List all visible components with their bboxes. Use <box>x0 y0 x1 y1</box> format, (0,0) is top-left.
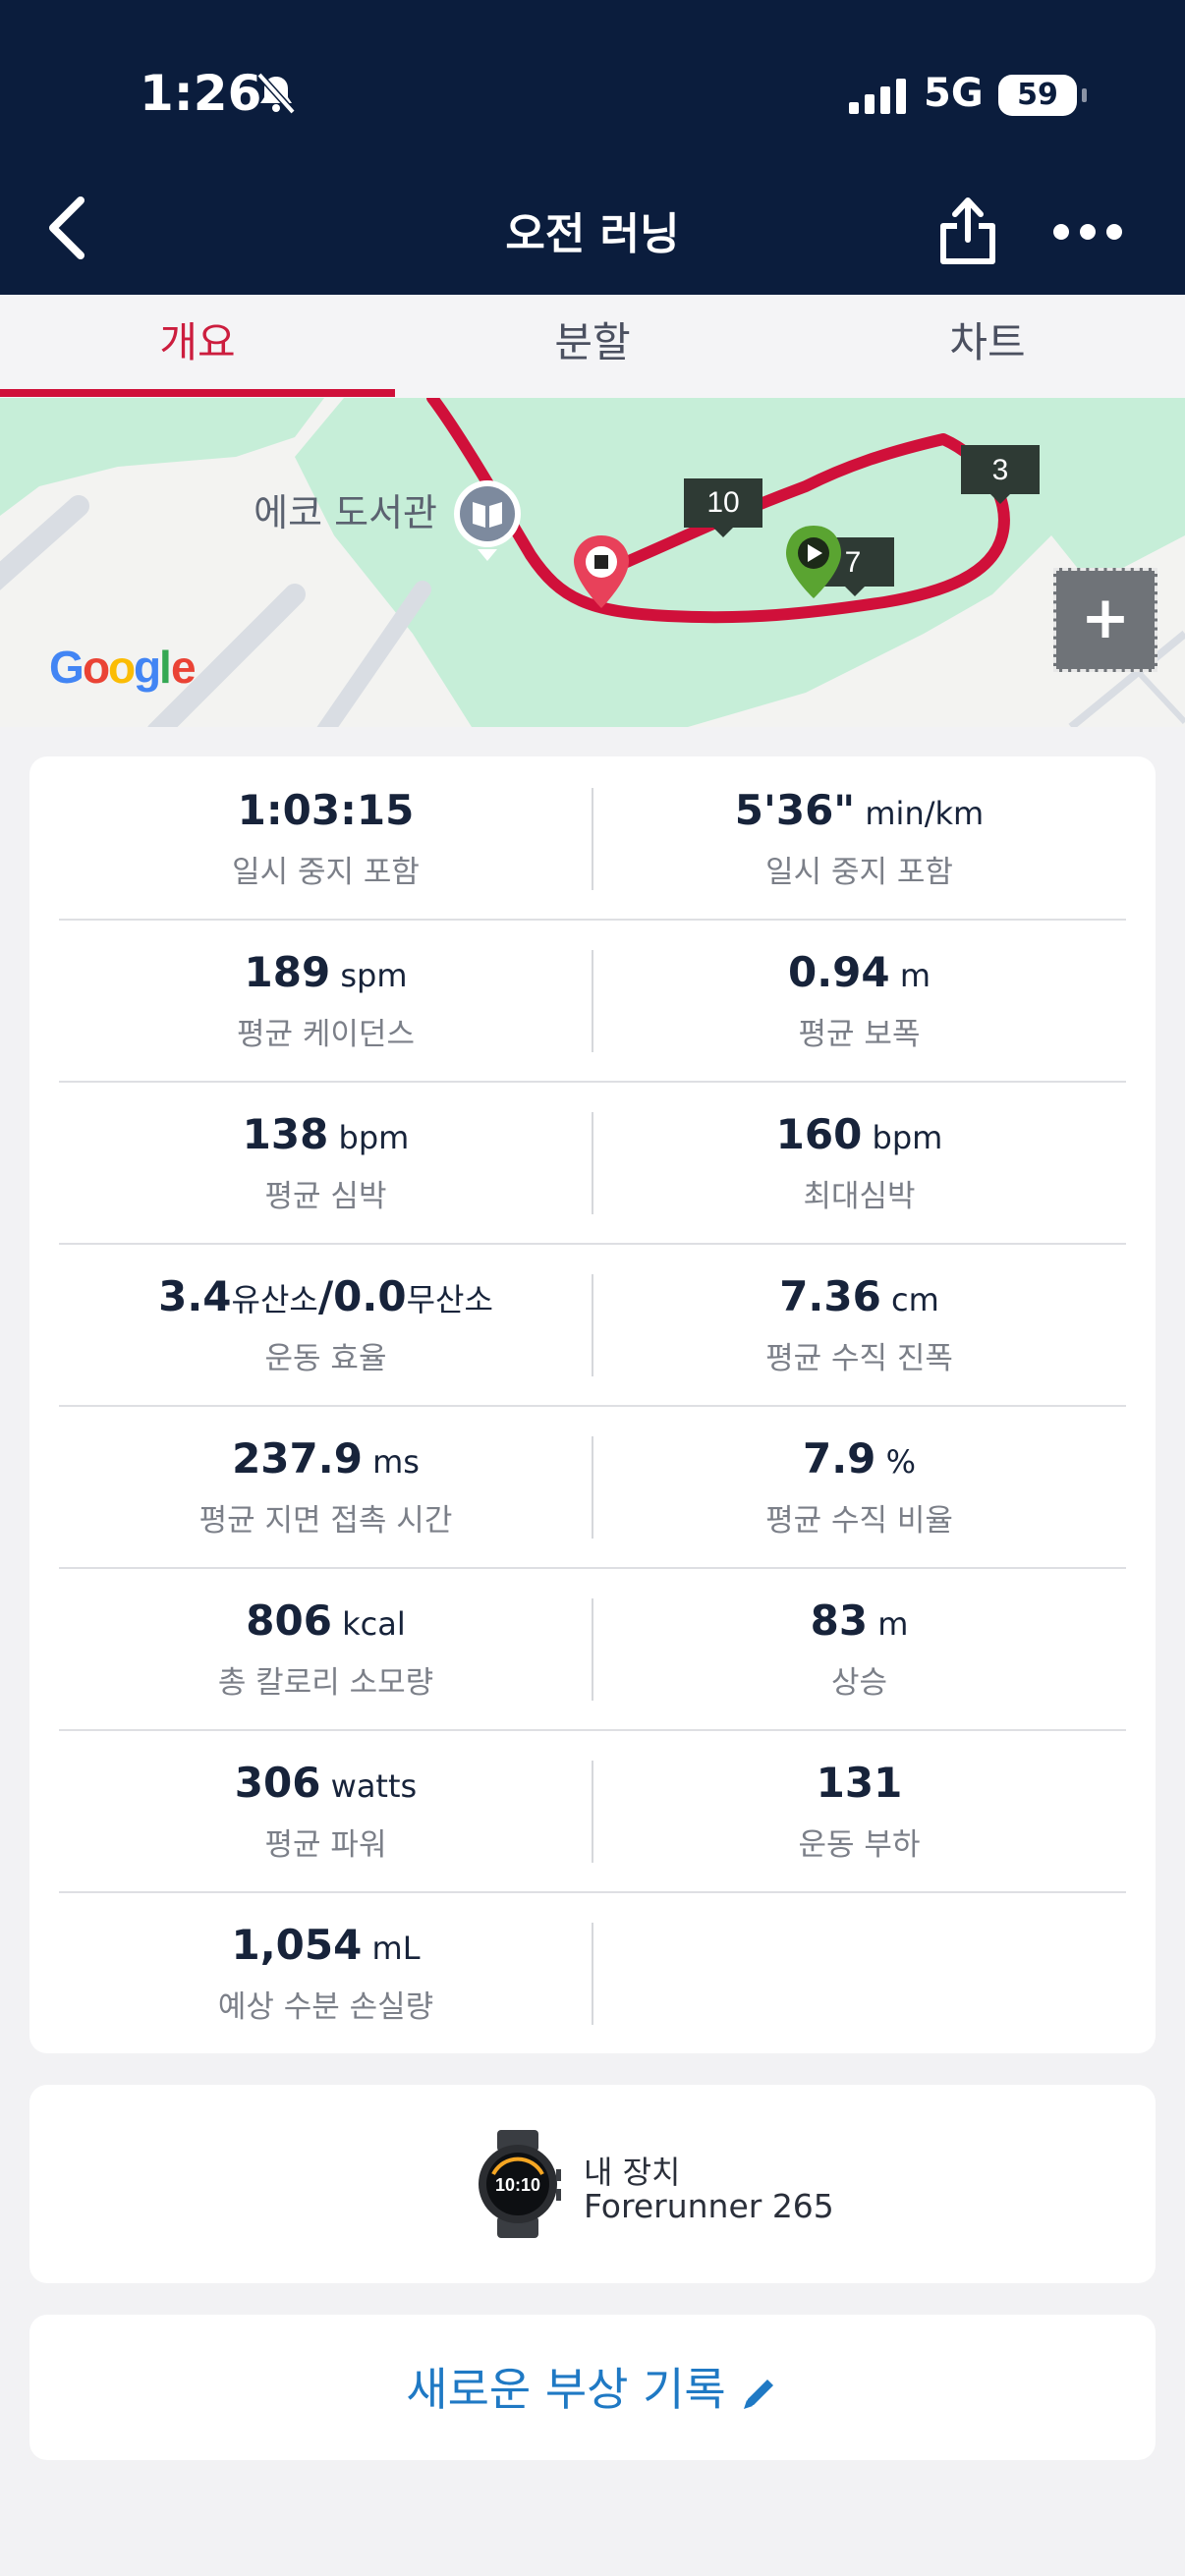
tab-splits[interactable]: 분할 <box>554 318 631 366</box>
svg-text:l: l <box>159 642 172 693</box>
stats-row: 237.9 ms 평균 지면 접촉 시간 7.9 % 평균 수직 비율 <box>59 1405 1126 1569</box>
share-icon[interactable] <box>937 193 998 267</box>
stat-avg-hr: 138 bpm 평균 심박 <box>242 1110 410 1214</box>
stats-row: 306 watts 평균 파워 131 운동 부하 <box>59 1729 1126 1893</box>
divider <box>592 1436 593 1539</box>
stats-row: 189 spm 평균 케이던스 0.94 m 평균 보폭 <box>59 919 1126 1083</box>
stat-total-time: 1:03:15 일시 중지 포함 <box>232 786 420 890</box>
svg-text:e: e <box>171 642 197 693</box>
road <box>1068 630 1185 727</box>
map-canvas: 10 3 7 에코 <box>0 398 1185 727</box>
stats-row: 138 bpm 평균 심박 160 bpm 최대심박 <box>59 1081 1126 1245</box>
network-type: 5G <box>924 71 984 116</box>
start-pin-icon <box>786 526 841 598</box>
divider <box>592 1598 593 1701</box>
stat-avg-cadence: 189 spm 평균 케이던스 <box>237 948 415 1052</box>
stat-vertical-oscillation: 7.36 cm 평균 수직 진폭 <box>765 1272 953 1376</box>
stat-avg-power: 306 watts 평균 파워 <box>234 1759 418 1863</box>
device-card[interactable]: 10:10 내 장치 Forerunner 265 <box>29 2085 1156 2283</box>
tab-charts[interactable]: 차트 <box>949 318 1026 366</box>
svg-text:10: 10 <box>706 486 739 519</box>
back-chevron-icon[interactable] <box>39 193 98 263</box>
stat-avg-stride: 0.94 m 평균 보폭 <box>788 948 931 1052</box>
svg-text:3: 3 <box>992 454 1009 486</box>
new-injury-record-button[interactable]: 새로운 부상 기록 <box>29 2354 1156 2419</box>
device-label: 내 장치 <box>584 2154 681 2191</box>
stat-training-effect: 3.4유산소/0.0무산소 운동 효율 <box>158 1272 493 1376</box>
stats-row: 806 kcal 총 칼로리 소모량 83 m 상승 <box>59 1567 1126 1731</box>
stat-calories: 806 kcal 총 칼로리 소모량 <box>217 1596 434 1701</box>
km-marker-10: 10 <box>684 478 762 537</box>
road <box>0 495 89 590</box>
battery-indicator: 59 <box>998 75 1087 116</box>
map-place-label: 에코 도서관 <box>254 491 437 534</box>
divider <box>592 788 593 890</box>
stat-ground-contact-time: 237.9 ms 평균 지면 접촉 시간 <box>198 1434 453 1539</box>
bell-muted-icon <box>256 72 296 115</box>
stats-card: 1:03:15 일시 중지 포함 5'36" min/km 일시 중지 포함 1… <box>29 756 1156 2053</box>
road <box>316 581 431 727</box>
watch-icon: 10:10 <box>479 2130 561 2238</box>
tab-overview[interactable]: 개요 <box>159 318 236 366</box>
stats-row: 1,054 mL 예상 수분 손실량 <box>59 1891 1126 2053</box>
divider <box>592 1274 593 1376</box>
stats-row: 1:03:15 일시 중지 포함 5'36" min/km 일시 중지 포함 <box>59 756 1126 921</box>
svg-text:G: G <box>49 642 85 693</box>
svg-text:o: o <box>108 642 136 693</box>
road <box>1127 660 1185 725</box>
map-expand-button[interactable]: + <box>1053 568 1157 672</box>
stat-avg-pace: 5'36" min/km 일시 중지 포함 <box>734 786 985 890</box>
active-tab-indicator <box>0 389 395 397</box>
page-title: 오전 러닝 <box>505 209 680 259</box>
library-poi-icon[interactable] <box>454 480 521 561</box>
road <box>147 584 306 727</box>
svg-text:o: o <box>83 642 110 693</box>
stat-training-load: 131 운동 부하 <box>798 1759 921 1863</box>
finish-pin-icon <box>574 535 629 608</box>
stats-row: 3.4유산소/0.0무산소 운동 효율 7.36 cm 평균 수직 진폭 <box>59 1243 1126 1407</box>
divider <box>592 950 593 1052</box>
google-logo: G o o g l e <box>49 642 197 693</box>
cellular-signal-icon <box>849 79 906 114</box>
injury-card[interactable]: 새로운 부상 기록 <box>29 2315 1156 2460</box>
stat-elevation-gain: 83 m 상승 <box>810 1596 909 1701</box>
more-options-icon[interactable] <box>1051 222 1124 242</box>
km-marker-3: 3 <box>961 445 1040 504</box>
header: 1:26 5G 59 오전 러닝 <box>0 0 1185 295</box>
new-injury-record-label: 새로운 부상 기록 <box>406 2363 726 2416</box>
divider <box>592 1923 593 2025</box>
tab-bar: 개요 분할 차트 <box>0 295 1185 398</box>
pencil-icon <box>743 2379 773 2409</box>
status-time: 1:26 <box>140 65 262 122</box>
svg-text:7: 7 <box>845 546 862 579</box>
stat-sweat-loss: 1,054 mL 예상 수분 손실량 <box>217 1921 434 2025</box>
stat-max-hr: 160 bpm 최대심박 <box>775 1110 943 1214</box>
park-area-west <box>0 398 324 516</box>
device-name: Forerunner 265 <box>584 2187 834 2225</box>
divider <box>592 1761 593 1863</box>
divider <box>592 1112 593 1214</box>
watch-face-time: 10:10 <box>495 2175 540 2195</box>
route-map[interactable]: 10 3 7 에코 <box>0 398 1185 727</box>
stat-vertical-ratio: 7.9 % 평균 수직 비율 <box>765 1434 953 1539</box>
svg-text:g: g <box>134 642 161 693</box>
